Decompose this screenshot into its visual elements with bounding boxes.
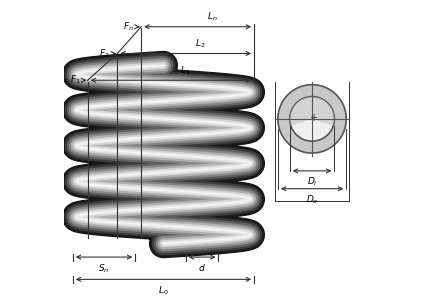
- Text: $S_n$: $S_n$: [98, 262, 110, 275]
- Polygon shape: [290, 97, 334, 126]
- Text: $d$: $d$: [198, 262, 206, 273]
- Text: $L_0$: $L_0$: [158, 285, 169, 297]
- Text: +: +: [309, 113, 317, 123]
- Text: $D_e$: $D_e$: [306, 194, 318, 206]
- Text: $F_2$: $F_2$: [99, 47, 110, 60]
- Text: $L_1$: $L_1$: [181, 64, 191, 77]
- Text: $L_2$: $L_2$: [196, 38, 206, 50]
- Text: $F_1$: $F_1$: [70, 74, 80, 86]
- Polygon shape: [290, 97, 334, 141]
- Text: $L_n$: $L_n$: [207, 11, 218, 23]
- Polygon shape: [278, 85, 346, 153]
- Text: $F_n$: $F_n$: [123, 20, 134, 33]
- Text: $D_i$: $D_i$: [307, 176, 317, 188]
